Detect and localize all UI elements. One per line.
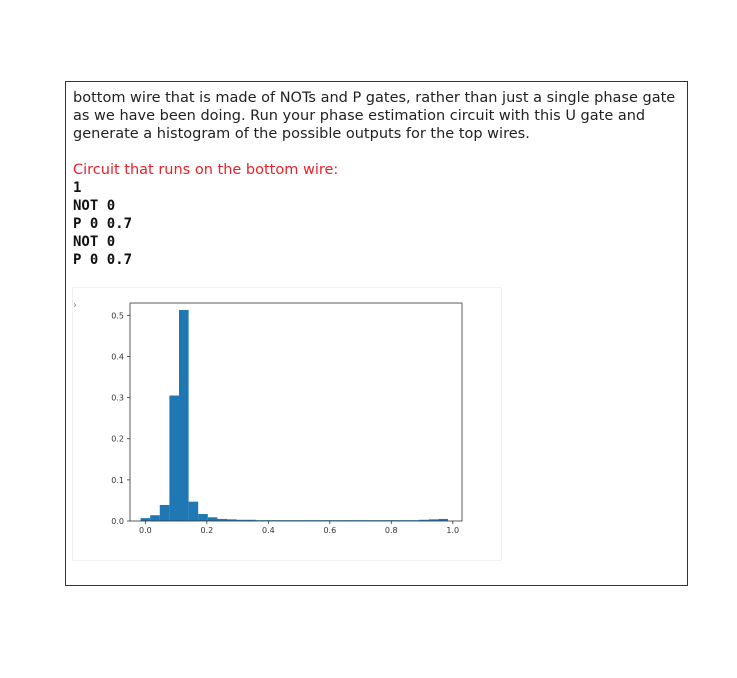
histogram-bar <box>265 520 276 521</box>
histogram-bar <box>351 520 362 521</box>
histogram-bar <box>342 520 352 521</box>
circuit-line: P 0 0.7 <box>73 216 133 232</box>
x-tick-label: 0.0 <box>139 526 152 535</box>
x-tick-label: 0.8 <box>385 526 398 535</box>
histogram-bar <box>332 520 343 521</box>
x-tick-label: 0.2 <box>200 526 213 535</box>
histogram-bar <box>284 520 295 521</box>
circuit-line: P 0 0.7 <box>73 252 133 268</box>
y-tick-label: 0.3 <box>111 394 124 403</box>
histogram-bar <box>371 520 381 521</box>
circuit-line: NOT 0 <box>73 198 116 214</box>
circuit-line: 1 <box>73 180 82 196</box>
y-tick-label: 0.1 <box>111 476 124 485</box>
histogram-bar <box>399 520 410 521</box>
x-tick-label: 0.6 <box>323 526 336 535</box>
histogram-bar <box>380 520 391 521</box>
histogram-bar <box>409 520 420 521</box>
y-tick-label: 0.2 <box>111 435 124 444</box>
histogram-bar <box>275 520 285 521</box>
histogram-bar <box>255 520 266 521</box>
histogram-bar <box>217 518 228 521</box>
histogram-bar <box>438 518 448 521</box>
notebook-cell: bottom wire that is made of NOTs and P g… <box>65 81 688 586</box>
histogram-bar <box>140 518 151 521</box>
histogram-bar <box>188 501 199 521</box>
y-tick-label: 0.5 <box>111 311 124 320</box>
circuit-code: 1 NOT 0 P 0 0.7 NOT 0 P 0 0.7 <box>73 179 132 269</box>
histogram-bar <box>313 520 324 521</box>
y-tick-label: 0.0 <box>111 517 124 526</box>
histogram-chart: 0.0 0.2 0.4 0.6 0.8 1.0 0.0 0.1 0.2 0.3 0.4 0.5 <box>111 302 463 535</box>
circuit-heading: Circuit that runs on the bottom wire: <box>73 162 339 178</box>
y-tick-label: 0.4 <box>111 352 124 361</box>
histogram-bar <box>361 520 372 521</box>
histogram-bar <box>303 520 314 521</box>
plot-frame <box>129 302 463 522</box>
instruction-paragraph: bottom wire that is made of NOTs and P g… <box>73 90 676 142</box>
histogram-bar <box>207 517 218 521</box>
histogram-bar <box>428 519 439 521</box>
histogram-bar <box>198 514 208 521</box>
histogram-bar <box>227 519 237 521</box>
histogram-bar <box>150 515 160 521</box>
histogram-bar <box>294 520 304 521</box>
histogram-bar <box>236 519 247 521</box>
histogram-bar <box>169 395 179 521</box>
histogram-bar <box>390 520 400 521</box>
histogram-bar <box>323 520 333 521</box>
histogram-bar <box>419 519 429 521</box>
histogram-bar <box>246 519 256 521</box>
output-collapse-chevron-icon[interactable]: › <box>73 300 77 311</box>
histogram-bar <box>159 504 170 521</box>
circuit-line: NOT 0 <box>73 234 116 250</box>
x-tick-label: 0.4 <box>262 526 275 535</box>
output-area: › 0.0 0.2 0.4 0.6 0.8 1.0 0.0 0.1 0.2 0.3 0.4 0.5 <box>73 288 501 560</box>
x-tick-label: 1.0 <box>446 526 459 535</box>
histogram-bar <box>178 309 189 521</box>
